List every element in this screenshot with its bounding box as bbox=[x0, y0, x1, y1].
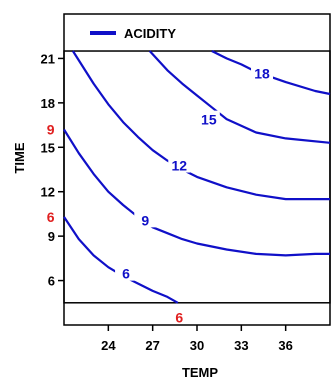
y-axis-title: TIME bbox=[12, 142, 27, 173]
contour-label-backdrop bbox=[251, 64, 274, 81]
outer-plot-frame bbox=[63, 13, 331, 326]
x-axis: 24 27 30 33 36 bbox=[101, 325, 293, 353]
x-tick-label: 30 bbox=[190, 338, 204, 353]
contour-label-backdrop bbox=[134, 211, 157, 228]
edge-annotation: 6 bbox=[175, 310, 183, 326]
x-tick-label: 33 bbox=[234, 338, 248, 353]
contour-lines bbox=[63, 50, 331, 304]
contour-label-9: 9 bbox=[141, 212, 149, 228]
red-annotations: 9 6 6 bbox=[47, 122, 184, 326]
contour-label-18: 18 bbox=[254, 66, 270, 82]
y-tick-label: 6 bbox=[48, 274, 55, 289]
x-tick-label: 24 bbox=[101, 338, 116, 353]
contour-line-12 bbox=[71, 50, 330, 201]
y-tick-label: 18 bbox=[41, 96, 55, 111]
x-tick-label: 36 bbox=[278, 338, 292, 353]
contour-label-15: 15 bbox=[201, 112, 217, 128]
y-axis: 6 9 12 15 18 21 bbox=[41, 51, 64, 289]
y-tick-label: 12 bbox=[41, 185, 55, 200]
contour-label-6: 6 bbox=[122, 266, 130, 282]
contour-line-9 bbox=[63, 128, 330, 257]
contour-label-backdrop bbox=[197, 110, 220, 127]
edge-annotation: 6 bbox=[47, 209, 55, 225]
y-tick-label: 15 bbox=[41, 140, 55, 155]
contour-line-15 bbox=[148, 50, 331, 144]
edge-annotation: 9 bbox=[47, 122, 55, 138]
legend-label: ACIDITY bbox=[124, 26, 176, 41]
y-tick-label: 21 bbox=[41, 51, 55, 66]
x-tick-label: 27 bbox=[145, 338, 159, 353]
legend: ACIDITY bbox=[90, 26, 176, 41]
y-tick-label: 9 bbox=[48, 229, 55, 244]
x-axis-title: TEMP bbox=[182, 365, 218, 380]
inner-data-frame bbox=[63, 50, 331, 304]
contour-label-backdrop bbox=[115, 264, 138, 281]
contour-label-12: 12 bbox=[171, 158, 187, 174]
contour-labels: 6 9 12 15 18 bbox=[115, 64, 274, 282]
contour-label-backdrop bbox=[168, 156, 191, 173]
